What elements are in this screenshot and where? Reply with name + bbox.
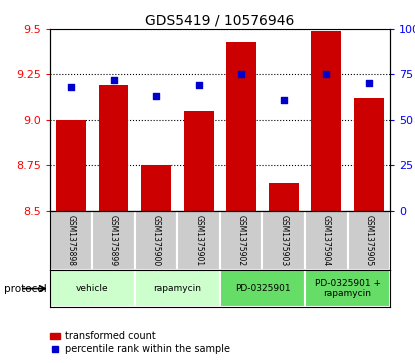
Point (366, 81, 372, 86)
Text: vehicle: vehicle (76, 284, 109, 293)
Text: protocol: protocol (4, 284, 47, 294)
Bar (50, 211, 92, 270)
Point (153, 93, 159, 99)
Bar (141, 165, 171, 211)
Bar (354, 98, 384, 211)
Bar (135, 211, 177, 270)
Bar (348, 211, 390, 270)
Bar (178, 211, 220, 270)
Bar (135, 270, 220, 307)
Point (68, 84, 74, 90)
Text: PD-0325901 +
rapamycin: PD-0325901 + rapamycin (315, 279, 381, 298)
Text: GSM1375898: GSM1375898 (66, 215, 76, 266)
Point (195, 82, 202, 88)
Bar (99, 85, 129, 211)
Bar (269, 183, 299, 211)
Title: GDS5419 / 10576946: GDS5419 / 10576946 (145, 14, 295, 28)
Bar (92, 211, 135, 270)
Bar (305, 270, 390, 307)
Point (281, 97, 287, 103)
Text: GSM1375901: GSM1375901 (194, 215, 203, 266)
Bar (50, 270, 135, 307)
Point (323, 72, 330, 77)
Bar (220, 270, 305, 307)
Point (238, 72, 244, 77)
Text: GSM1375904: GSM1375904 (322, 215, 331, 266)
Legend: transformed count, percentile rank within the sample: transformed count, percentile rank withi… (46, 327, 234, 358)
Text: rapamycin: rapamycin (154, 284, 201, 293)
Bar (56, 120, 86, 211)
Text: GSM1375902: GSM1375902 (237, 215, 246, 266)
Bar (184, 111, 214, 211)
Text: PD-0325901: PD-0325901 (234, 284, 290, 293)
Text: GSM1375900: GSM1375900 (151, 215, 161, 266)
Text: GSM1375899: GSM1375899 (109, 215, 118, 266)
Text: GSM1375905: GSM1375905 (364, 215, 374, 266)
Bar (311, 31, 341, 211)
Bar (226, 42, 256, 211)
Bar (220, 211, 262, 270)
Point (110, 77, 117, 83)
Bar (262, 211, 305, 270)
Text: GSM1375903: GSM1375903 (279, 215, 288, 266)
Bar (305, 211, 348, 270)
